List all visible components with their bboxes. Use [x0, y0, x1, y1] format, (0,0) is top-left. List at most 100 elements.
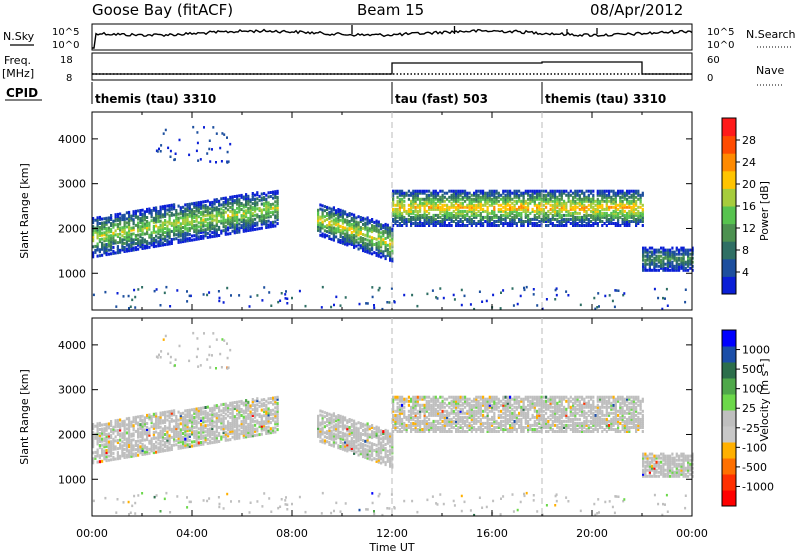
power-cell: [555, 289, 557, 292]
power-cell: [254, 228, 256, 231]
velocity-cell: [333, 433, 335, 436]
power-cell: [595, 200, 597, 203]
power-cell: [617, 204, 619, 207]
power-cell: [214, 225, 216, 228]
power-cell: [344, 218, 346, 221]
velocity-cell: [319, 440, 321, 443]
power-cell: [223, 133, 225, 136]
power-cell: [541, 208, 543, 211]
velocity-cell: [220, 426, 222, 429]
power-cell: [156, 288, 158, 291]
power-cell: [457, 220, 459, 223]
velocity-cell: [164, 441, 166, 444]
power-cell: [360, 226, 362, 229]
velocity-cell: [346, 433, 348, 436]
velocity-cell: [238, 400, 240, 403]
power-cell: [570, 194, 572, 197]
power-cell: [206, 152, 208, 155]
power-cell: [139, 233, 141, 236]
power-cell: [164, 235, 166, 238]
velocity-cell: [252, 418, 254, 421]
power-cell: [613, 198, 615, 201]
power-cell: [631, 220, 633, 223]
power-cell: [274, 190, 276, 193]
power-cell: [103, 217, 105, 220]
power-cell: [460, 190, 462, 193]
power-cell: [448, 206, 450, 209]
power-cell: [346, 227, 348, 230]
power-cell: [358, 237, 360, 240]
power-cell: [155, 231, 157, 234]
velocity-cell: [171, 418, 173, 421]
power-cell: [455, 222, 457, 225]
velocity-cell: [380, 456, 382, 459]
velocity-cell: [106, 449, 108, 452]
velocity-cell: [108, 433, 110, 436]
power-cell: [261, 193, 263, 196]
power-cell: [340, 304, 342, 307]
power-cell: [534, 196, 536, 199]
power-cell: [608, 218, 610, 221]
power-cell: [209, 221, 211, 224]
power-cell: [189, 203, 191, 206]
power-cell: [556, 210, 558, 213]
power-cell: [284, 293, 286, 296]
power-cell: [435, 296, 437, 299]
power-cell: [433, 214, 435, 217]
power-cell: [417, 210, 419, 213]
power-cell: [226, 287, 228, 290]
power-cell: [649, 255, 651, 258]
power-cell: [489, 190, 491, 193]
velocity-cell: [229, 422, 231, 425]
power-cell: [146, 240, 148, 243]
power-cell: [277, 196, 279, 199]
power-cell: [110, 228, 112, 231]
power-cell: [211, 201, 213, 204]
velocity-cell: [173, 419, 175, 422]
velocity-cell: [371, 430, 373, 433]
velocity-cell: [274, 431, 276, 434]
power-cell: [572, 192, 574, 195]
power-cell: [326, 218, 328, 221]
power-cell: [448, 200, 450, 203]
velocity-cell: [232, 401, 234, 404]
velocity-cell: [209, 417, 211, 420]
power-cell: [484, 220, 486, 223]
power-cell: [563, 200, 565, 203]
power-cell: [305, 305, 307, 308]
power-cell: [371, 218, 373, 221]
y-tick-label: 2000: [58, 222, 86, 235]
power-cell: [412, 222, 414, 225]
velocity-cell: [97, 461, 99, 464]
power-cell: [604, 200, 606, 203]
power-cell: [660, 255, 662, 258]
velocity-cell: [178, 419, 180, 422]
power-cell: [533, 293, 535, 296]
velocity-cell: [169, 434, 171, 437]
power-cell: [640, 212, 642, 215]
velocity-cell: [236, 417, 238, 420]
power-cell: [669, 269, 671, 272]
power-cell: [141, 286, 143, 289]
power-cell: [353, 234, 355, 237]
power-cell: [559, 208, 561, 211]
nsearch-label: N.Search: [746, 28, 796, 41]
power-cell: [689, 249, 691, 252]
velocity-cell: [110, 428, 112, 431]
power-cell: [444, 196, 446, 199]
power-cell: [565, 202, 567, 205]
power-cell: [349, 234, 351, 237]
power-cell: [590, 220, 592, 223]
power-cell: [593, 297, 595, 300]
power-cell: [178, 205, 180, 208]
power-cell: [518, 190, 520, 193]
power-cell: [359, 303, 361, 306]
velocity-cell: [115, 458, 117, 461]
power-cell: [399, 198, 401, 201]
power-cell: [394, 208, 396, 211]
velocity-cell: [137, 428, 139, 431]
velocity-cell: [146, 414, 148, 417]
power-cell: [108, 253, 110, 256]
velocity-cell: [101, 444, 103, 447]
power-cell: [595, 208, 597, 211]
